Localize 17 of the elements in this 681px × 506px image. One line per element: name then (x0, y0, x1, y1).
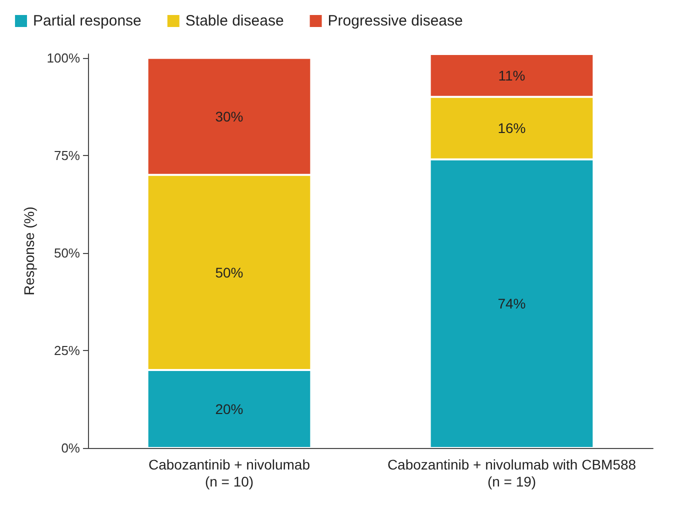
legend-label: Stable disease (185, 12, 284, 30)
data-label: 50% (215, 264, 244, 280)
y-tick-label: 0% (61, 440, 80, 456)
legend-label: Progressive disease (328, 12, 463, 30)
data-label: 11% (498, 67, 526, 84)
y-axis-title: Response (%) (20, 206, 37, 296)
x-tick-label: Cabozantinib + nivolumab with CBM588 (n = 19) (387, 456, 636, 490)
legend-label: Partial response (33, 12, 142, 30)
y-tick-label: 25% (54, 342, 80, 358)
data-label: 74% (498, 296, 526, 312)
y-tick-label: 50% (54, 245, 80, 260)
y-tick-label: 100% (46, 50, 80, 66)
y-tick-label: 75% (54, 148, 80, 163)
data-label: 30% (215, 108, 244, 124)
data-label: 20% (215, 400, 244, 417)
data-label: 16% (498, 120, 526, 136)
x-tick-label: Cabozantinib + nivolumab (n = 10) (148, 456, 310, 490)
